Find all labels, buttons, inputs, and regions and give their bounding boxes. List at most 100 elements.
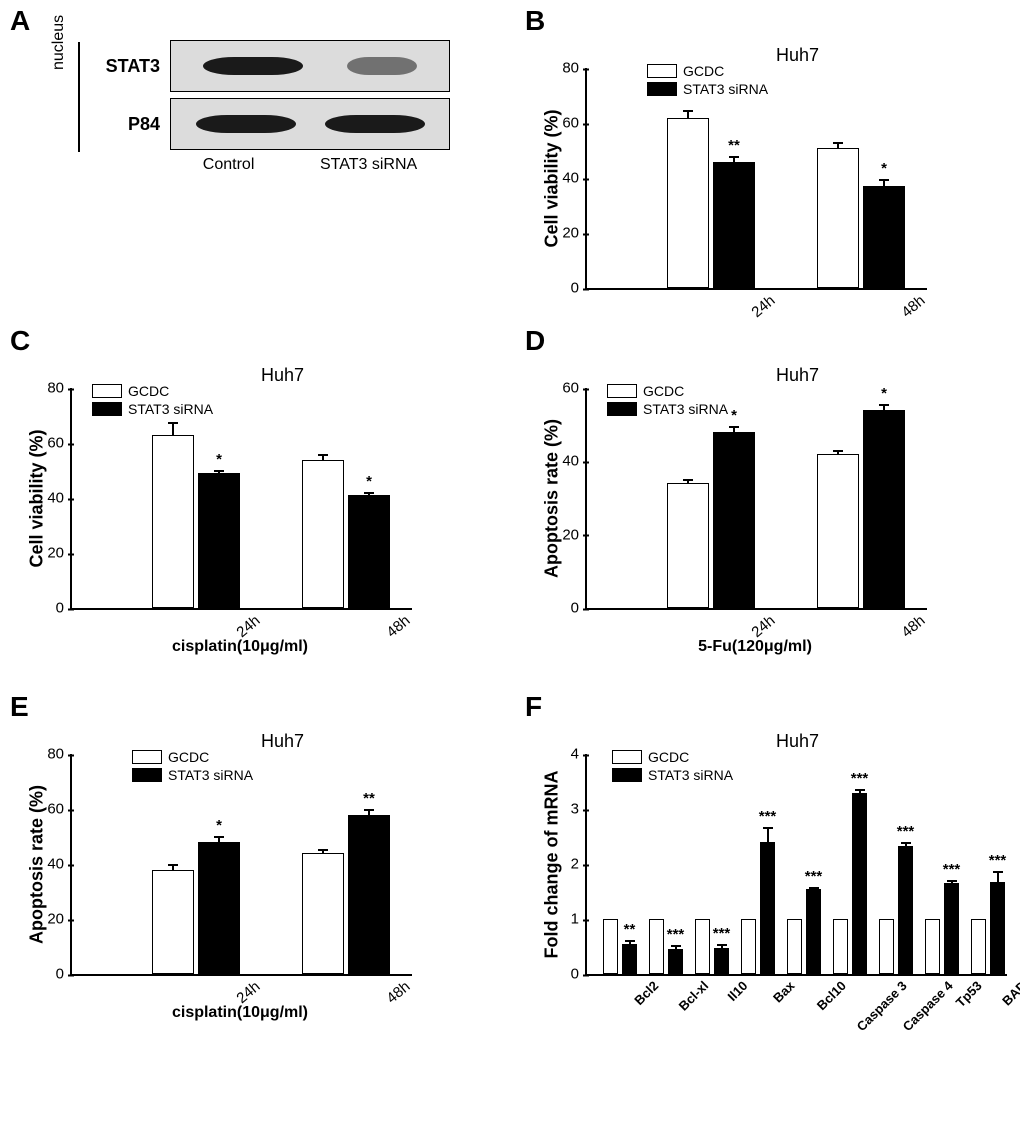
bar	[695, 919, 710, 974]
y-tick: 20	[562, 225, 587, 242]
bar	[741, 919, 756, 974]
x-tick-label: Tp53	[953, 978, 985, 1010]
legend-item: STAT3 siRNA	[132, 767, 253, 783]
bar	[879, 919, 894, 974]
error-bar	[905, 842, 907, 848]
bar	[817, 454, 859, 608]
bar-group: ***	[741, 842, 775, 974]
panel-label-d: D	[525, 325, 545, 357]
error-bar	[733, 156, 735, 163]
lane-labels: Control STAT3 siRNA	[170, 156, 450, 174]
panel-d: D Huh7Apoptosis rate (%)0204060GCDCSTAT3…	[525, 330, 1010, 656]
y-tick: 60	[562, 380, 587, 397]
bar: ***	[760, 842, 775, 974]
y-tick: 0	[571, 280, 587, 297]
y-axis-label: Apoptosis rate (%)	[542, 389, 563, 609]
y-tick: 60	[562, 115, 587, 132]
y-tick: 0	[571, 966, 587, 983]
bar-group: *	[152, 435, 240, 608]
error-bar	[837, 450, 839, 456]
legend-item: GCDC	[647, 63, 768, 79]
panel-label-e: E	[10, 691, 29, 723]
bar: ***	[668, 949, 683, 974]
significance-marker: *	[731, 407, 737, 424]
bar: *	[198, 473, 240, 608]
bar-group: *	[817, 148, 905, 288]
legend-swatch	[612, 768, 642, 782]
legend-swatch	[132, 768, 162, 782]
error-bar	[172, 422, 174, 436]
panel-f: F Huh7Fold change of mRNA01234GCDCSTAT3 …	[525, 696, 1010, 1022]
y-tick: 80	[47, 380, 72, 397]
plot-area: Apoptosis rate (%)020406080GCDCSTAT3 siR…	[70, 754, 412, 976]
bar: ***	[806, 889, 821, 974]
y-axis-label: Cell viability (%)	[542, 69, 563, 289]
nucleus-label: nucleus	[50, 15, 68, 70]
error-bar	[859, 789, 861, 793]
x-tick-label: 48h	[383, 978, 413, 1007]
error-bar	[675, 945, 677, 951]
x-tick-label: Bcl-xl	[676, 978, 712, 1014]
legend-item: GCDC	[92, 383, 213, 399]
plot-area: Apoptosis rate (%)0204060GCDCSTAT3 siRNA…	[585, 388, 927, 610]
x-axis-label: cisplatin(10μg/ml)	[70, 1004, 410, 1022]
y-tick: 3	[571, 801, 587, 818]
significance-marker: ***	[943, 861, 961, 878]
y-tick: 20	[47, 911, 72, 928]
bar: *	[863, 186, 905, 288]
bar-group: *	[667, 432, 755, 608]
bar	[152, 435, 194, 608]
x-axis-label: 5-Fu(120μg/ml)	[585, 638, 925, 656]
legend-swatch	[647, 64, 677, 78]
plot-area: Cell viability (%)020406080GCDCSTAT3 siR…	[70, 388, 412, 610]
y-tick: 20	[47, 545, 72, 562]
nucleus-bracket	[78, 42, 80, 152]
x-axis-label: cisplatin(10μg/ml)	[70, 638, 410, 656]
lane-control: Control	[203, 156, 255, 174]
significance-marker: **	[728, 137, 740, 154]
blot-band	[203, 57, 303, 75]
error-bar	[687, 110, 689, 118]
legend-item: GCDC	[607, 383, 728, 399]
error-bar	[687, 479, 689, 485]
panel-label-b: B	[525, 5, 545, 37]
x-tick-label: 24h	[748, 612, 778, 641]
y-tick: 20	[562, 526, 587, 543]
legend-label: STAT3 siRNA	[683, 81, 768, 97]
panel-e: E Huh7Apoptosis rate (%)020406080GCDCSTA…	[10, 696, 495, 1022]
error-bar	[997, 871, 999, 883]
bar-group: ***	[925, 883, 959, 974]
legend-label: STAT3 siRNA	[643, 401, 728, 417]
y-tick: 0	[56, 966, 72, 983]
bar	[787, 919, 802, 974]
bar-group: ***	[879, 846, 913, 974]
blot-lane-box	[170, 40, 450, 92]
significance-marker: ***	[851, 770, 869, 787]
bar-group: ***	[787, 889, 821, 974]
legend-item: STAT3 siRNA	[92, 401, 213, 417]
bar-group: **	[667, 118, 755, 289]
bar: ***	[990, 882, 1005, 974]
legend: GCDCSTAT3 siRNA	[132, 749, 253, 785]
error-bar	[368, 809, 370, 816]
bar	[817, 148, 859, 288]
y-tick: 40	[562, 170, 587, 187]
panel-a: A nucleus STAT3P84 Control STAT3 siRNA	[10, 10, 495, 290]
legend-swatch	[92, 384, 122, 398]
blot-lane-box	[170, 98, 450, 150]
blot-band	[196, 115, 296, 133]
legend-label: GCDC	[128, 383, 169, 399]
error-bar	[218, 836, 220, 843]
error-bar	[951, 880, 953, 884]
bar: **	[348, 815, 390, 975]
bar-group: **	[302, 815, 390, 975]
bar: ***	[898, 846, 913, 974]
error-bar	[883, 179, 885, 187]
bar-group: **	[603, 919, 637, 974]
bar: **	[622, 944, 637, 974]
legend-item: STAT3 siRNA	[607, 401, 728, 417]
significance-marker: *	[881, 160, 887, 177]
panel-label-a: A	[10, 5, 30, 37]
bar-group: ***	[649, 919, 683, 974]
bar: ***	[852, 793, 867, 975]
